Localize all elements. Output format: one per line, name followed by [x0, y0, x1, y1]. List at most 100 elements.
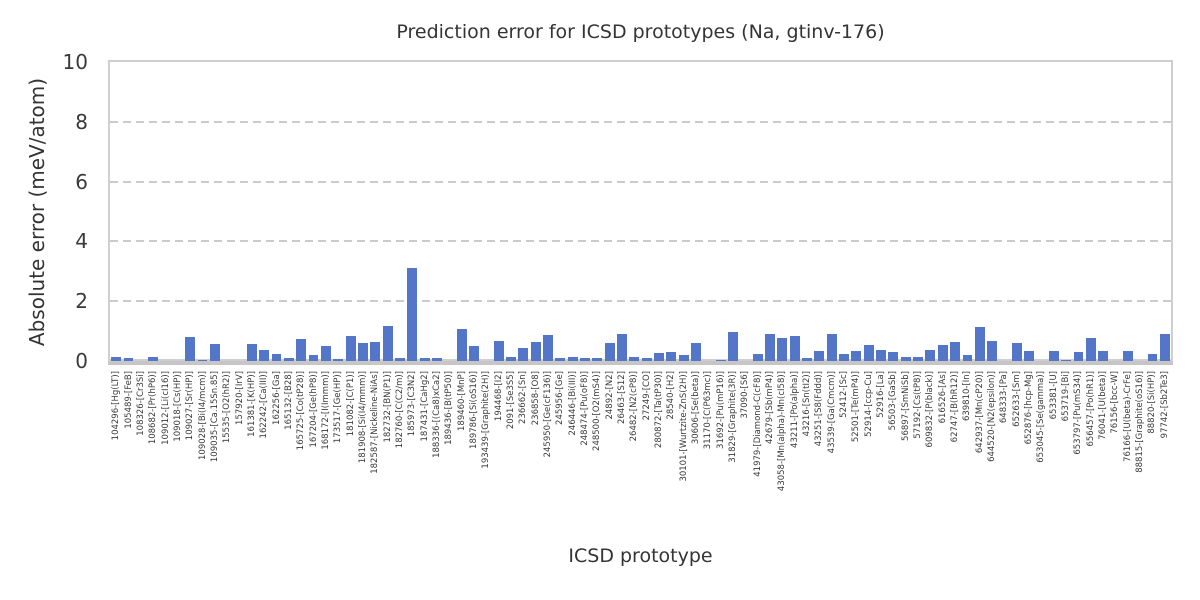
bar — [357, 343, 368, 361]
bar — [382, 325, 393, 361]
bar — [715, 359, 726, 361]
bar — [123, 358, 134, 361]
x-tick-label: 27249-[CO] — [641, 371, 652, 421]
bar — [469, 346, 479, 361]
x-tick-label: 2091-[Se3S5] — [505, 371, 516, 430]
x-tick-label: 26463-[S12] — [616, 371, 627, 424]
bar — [777, 338, 788, 361]
bar — [876, 349, 886, 361]
bar — [851, 351, 862, 361]
bar — [1147, 354, 1158, 361]
bar — [506, 357, 516, 361]
bar — [728, 332, 738, 361]
x-tick-label: 167204-[Ge(hP8)] — [308, 371, 319, 448]
x-tick-label: 639810-[In] — [962, 371, 973, 422]
x-tick-label: 30101-[Wurtzite-ZnS(2H)] — [678, 371, 689, 482]
bar — [518, 348, 529, 361]
bar — [246, 343, 257, 361]
x-tick-label: 28540-[H2] — [666, 371, 677, 420]
x-tick-label: 109035-[Ca.15Sn.85] — [209, 371, 220, 463]
x-axis-line — [108, 361, 1173, 365]
bar — [394, 357, 405, 361]
x-tick-label: 616526-[As] — [937, 371, 948, 424]
x-tick-label: 648333-[Pa] — [999, 371, 1010, 424]
bar — [1024, 350, 1035, 361]
x-tick-label: 105489-[FeB] — [123, 371, 134, 429]
bar — [666, 352, 677, 361]
bar — [333, 358, 344, 361]
x-tick-label: 248474-[Pu(oF8)] — [579, 371, 590, 446]
x-tick-label: 24892-[N2] — [604, 371, 615, 420]
bar — [111, 357, 122, 361]
bar — [691, 343, 701, 361]
bar — [197, 359, 208, 361]
x-tick-label: 31829-[Graphite(3R)] — [728, 371, 739, 463]
x-tick-label: 162242-[Ca(III)] — [259, 371, 270, 439]
bar — [592, 358, 603, 361]
y-tick-label: 4 — [75, 229, 88, 254]
x-tick-label: 56503-[GaSb] — [888, 371, 899, 431]
bar — [530, 341, 541, 361]
y-tick-label: 8 — [75, 109, 88, 134]
bar — [209, 343, 220, 361]
x-tick-label: 181908-[Si(I4/mmm)] — [357, 371, 368, 464]
bar — [752, 353, 763, 361]
x-tick-label: 43251-[S8(Fddd)] — [814, 371, 825, 447]
bar — [407, 268, 418, 361]
bar — [937, 345, 948, 361]
x-tick-label: 652633-[Sm] — [1011, 371, 1022, 427]
bar — [283, 357, 294, 361]
y-tick-label: 10 — [62, 50, 88, 74]
bar — [1011, 343, 1022, 361]
x-tick-label: 109028-[Bi(I4/mcm)] — [197, 371, 208, 460]
bar — [925, 349, 936, 361]
x-tick-label: 108326-[Cr3Si] — [135, 371, 146, 436]
gridline-y4 — [110, 240, 1171, 243]
x-tick-label: 609832-[P(black)] — [925, 371, 936, 448]
bar — [185, 337, 196, 361]
x-tick-label: 88820-[Si(HP)] — [1147, 371, 1158, 434]
x-tick-label: 56897-[SmNiSb] — [900, 371, 911, 441]
bar — [641, 357, 652, 361]
y-axis-label: Absolute error (meV/atom) — [25, 77, 49, 347]
x-tick-label: 62747-[B(hR12)] — [950, 371, 961, 443]
bar — [629, 357, 640, 361]
bar — [654, 352, 664, 361]
x-tick-label: 189786-[Si(oS16)] — [468, 371, 479, 449]
x-tick-label: 656457-[Po(hR1)] — [1085, 371, 1096, 447]
x-tick-label: 182732-[BN(P1)] — [382, 371, 393, 443]
bar — [765, 333, 775, 361]
x-tick-label: 76041-[U(beta)] — [1098, 371, 1109, 440]
bar — [1085, 337, 1096, 361]
x-tick-label: 182760-[C(C2/m)] — [394, 371, 405, 449]
bar — [345, 335, 356, 361]
x-tick-label: 109027-[Sr(HP)] — [185, 371, 196, 441]
x-tick-label: 88815-[Graphite(oS16)] — [1135, 371, 1146, 473]
x-tick-label: 41979-[Diamond-C(cF8)] — [752, 371, 763, 477]
x-tick-label: 185973-[C3N2] — [407, 371, 418, 437]
bar — [987, 340, 998, 361]
x-tick-label: 52412-[Sc] — [839, 371, 850, 418]
bar — [296, 338, 307, 361]
x-tick-label: 245950-[Ge(cF136)] — [542, 371, 553, 458]
bar — [432, 357, 442, 361]
bar — [148, 357, 159, 361]
x-tick-label: 43539-[Ga(Cmcm)] — [826, 371, 837, 454]
x-tick-label: 76156-[bcc-W] — [1110, 371, 1121, 434]
x-tick-label: 181082-[C(P1)] — [345, 371, 356, 437]
x-tick-label: 189436-[B(tP50)] — [444, 371, 455, 445]
bar — [419, 358, 430, 361]
bar — [900, 356, 911, 361]
bar — [1073, 352, 1084, 361]
x-tick-label: 52916-[La] — [876, 371, 887, 418]
x-tick-label: 165132-[B28] — [283, 371, 294, 430]
x-tick-label: 248500-[O2(mS4)] — [592, 371, 603, 451]
x-tick-label: 642937-[Mn(cP20)] — [974, 371, 985, 454]
gridline-y6 — [110, 180, 1171, 183]
x-tick-label: 653381-[U] — [1048, 371, 1059, 420]
x-tick-label: 162256-[Ga] — [271, 371, 282, 425]
bar — [259, 349, 270, 361]
bar — [962, 355, 973, 361]
bar — [604, 343, 615, 361]
